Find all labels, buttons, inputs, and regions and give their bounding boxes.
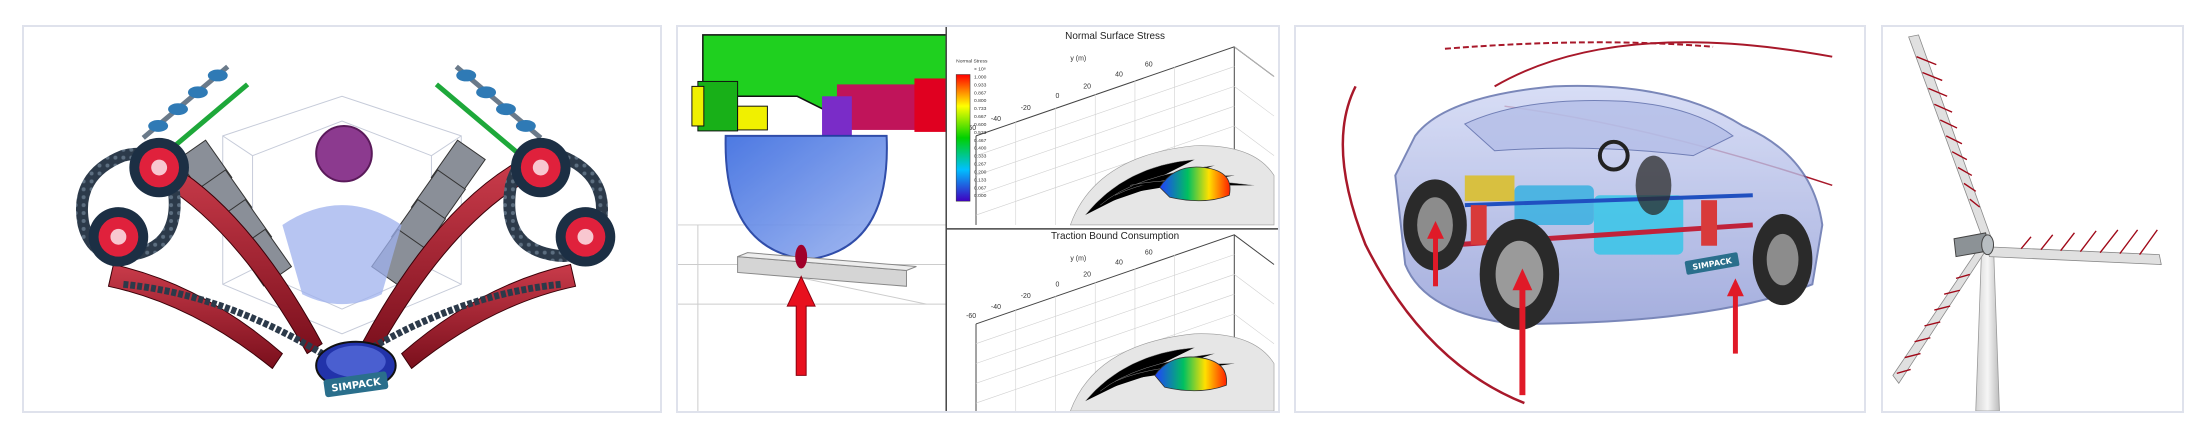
svg-text:60: 60	[1145, 250, 1153, 257]
svg-text:40: 40	[1115, 260, 1123, 267]
svg-text:0.867: 0.867	[974, 90, 987, 96]
simpack-logo: SIMPACK	[1684, 252, 1740, 275]
svg-text:0.667: 0.667	[974, 114, 987, 120]
svg-text:0.800: 0.800	[974, 98, 987, 104]
stress-plots: Normal Surface Stress y (m) -	[945, 27, 1278, 411]
svg-text:-60: -60	[966, 125, 976, 132]
blade-force-vectors	[1896, 56, 2158, 375]
traction-bound-plot: Traction Bound Consumption y (m) -60 -4	[966, 231, 1275, 411]
svg-text:-20: -20	[1021, 105, 1031, 112]
svg-text:-20: -20	[1021, 293, 1031, 300]
engine-model-image: SIMPACK	[76, 64, 616, 398]
wheel-force-arrows	[1427, 220, 1744, 396]
gallery-tile-engine[interactable]: SIMPACK	[22, 25, 662, 413]
svg-text:-40: -40	[991, 116, 1001, 123]
svg-text:0.267: 0.267	[974, 162, 987, 168]
svg-text:y (m): y (m)	[1070, 56, 1086, 63]
wind-turbine-image	[1892, 34, 2162, 411]
car-model-image: SIMPACK	[1341, 41, 1833, 405]
svg-text:0.000: 0.000	[974, 193, 987, 199]
wheel-rail-image: Normal Surface Stress y (m) -	[678, 27, 1278, 411]
svg-text:1.000: 1.000	[974, 74, 987, 80]
svg-text:0.933: 0.933	[974, 82, 987, 88]
svg-text:20: 20	[1083, 83, 1091, 90]
svg-text:0.533: 0.533	[974, 130, 987, 136]
plot-title-traction-bound: Traction Bound Consumption	[1051, 231, 1179, 242]
svg-text:60: 60	[1145, 62, 1153, 69]
svg-text:Normal Stress: Normal Stress	[956, 59, 988, 65]
svg-text:0.733: 0.733	[974, 106, 987, 112]
stress-colorbar: Normal Stress × 10⁸ 1.000 0.933 0.867 0.…	[955, 59, 988, 202]
force-arrow	[786, 275, 816, 376]
plot-title-normal-stress: Normal Surface Stress	[1065, 31, 1165, 42]
svg-text:y (m): y (m)	[1070, 256, 1086, 263]
svg-text:× 10⁸: × 10⁸	[974, 67, 986, 73]
svg-text:40: 40	[1115, 71, 1123, 78]
svg-text:0.600: 0.600	[974, 122, 987, 128]
svg-text:20: 20	[1083, 271, 1091, 278]
svg-text:0.400: 0.400	[974, 146, 987, 152]
svg-text:0.200: 0.200	[974, 169, 987, 175]
svg-text:0: 0	[1055, 281, 1059, 288]
svg-text:0.467: 0.467	[974, 138, 987, 144]
svg-text:0.067: 0.067	[974, 185, 987, 191]
gallery-tile-wheel-rail[interactable]: Normal Surface Stress y (m) -	[676, 25, 1280, 413]
gallery-tile-wind-turbine[interactable]	[1881, 25, 2184, 413]
svg-text:0: 0	[1055, 93, 1059, 100]
svg-text:0.333: 0.333	[974, 154, 987, 160]
svg-text:-40: -40	[991, 304, 1001, 311]
svg-text:0.133: 0.133	[974, 177, 987, 183]
simpack-logo: SIMPACK	[323, 371, 389, 398]
svg-text:-60: -60	[966, 313, 976, 320]
wheel-3d-view	[678, 27, 947, 411]
gallery-tile-vehicle[interactable]: SIMPACK	[1294, 25, 1866, 413]
normal-stress-plot: Normal Surface Stress y (m) -	[955, 31, 1275, 226]
